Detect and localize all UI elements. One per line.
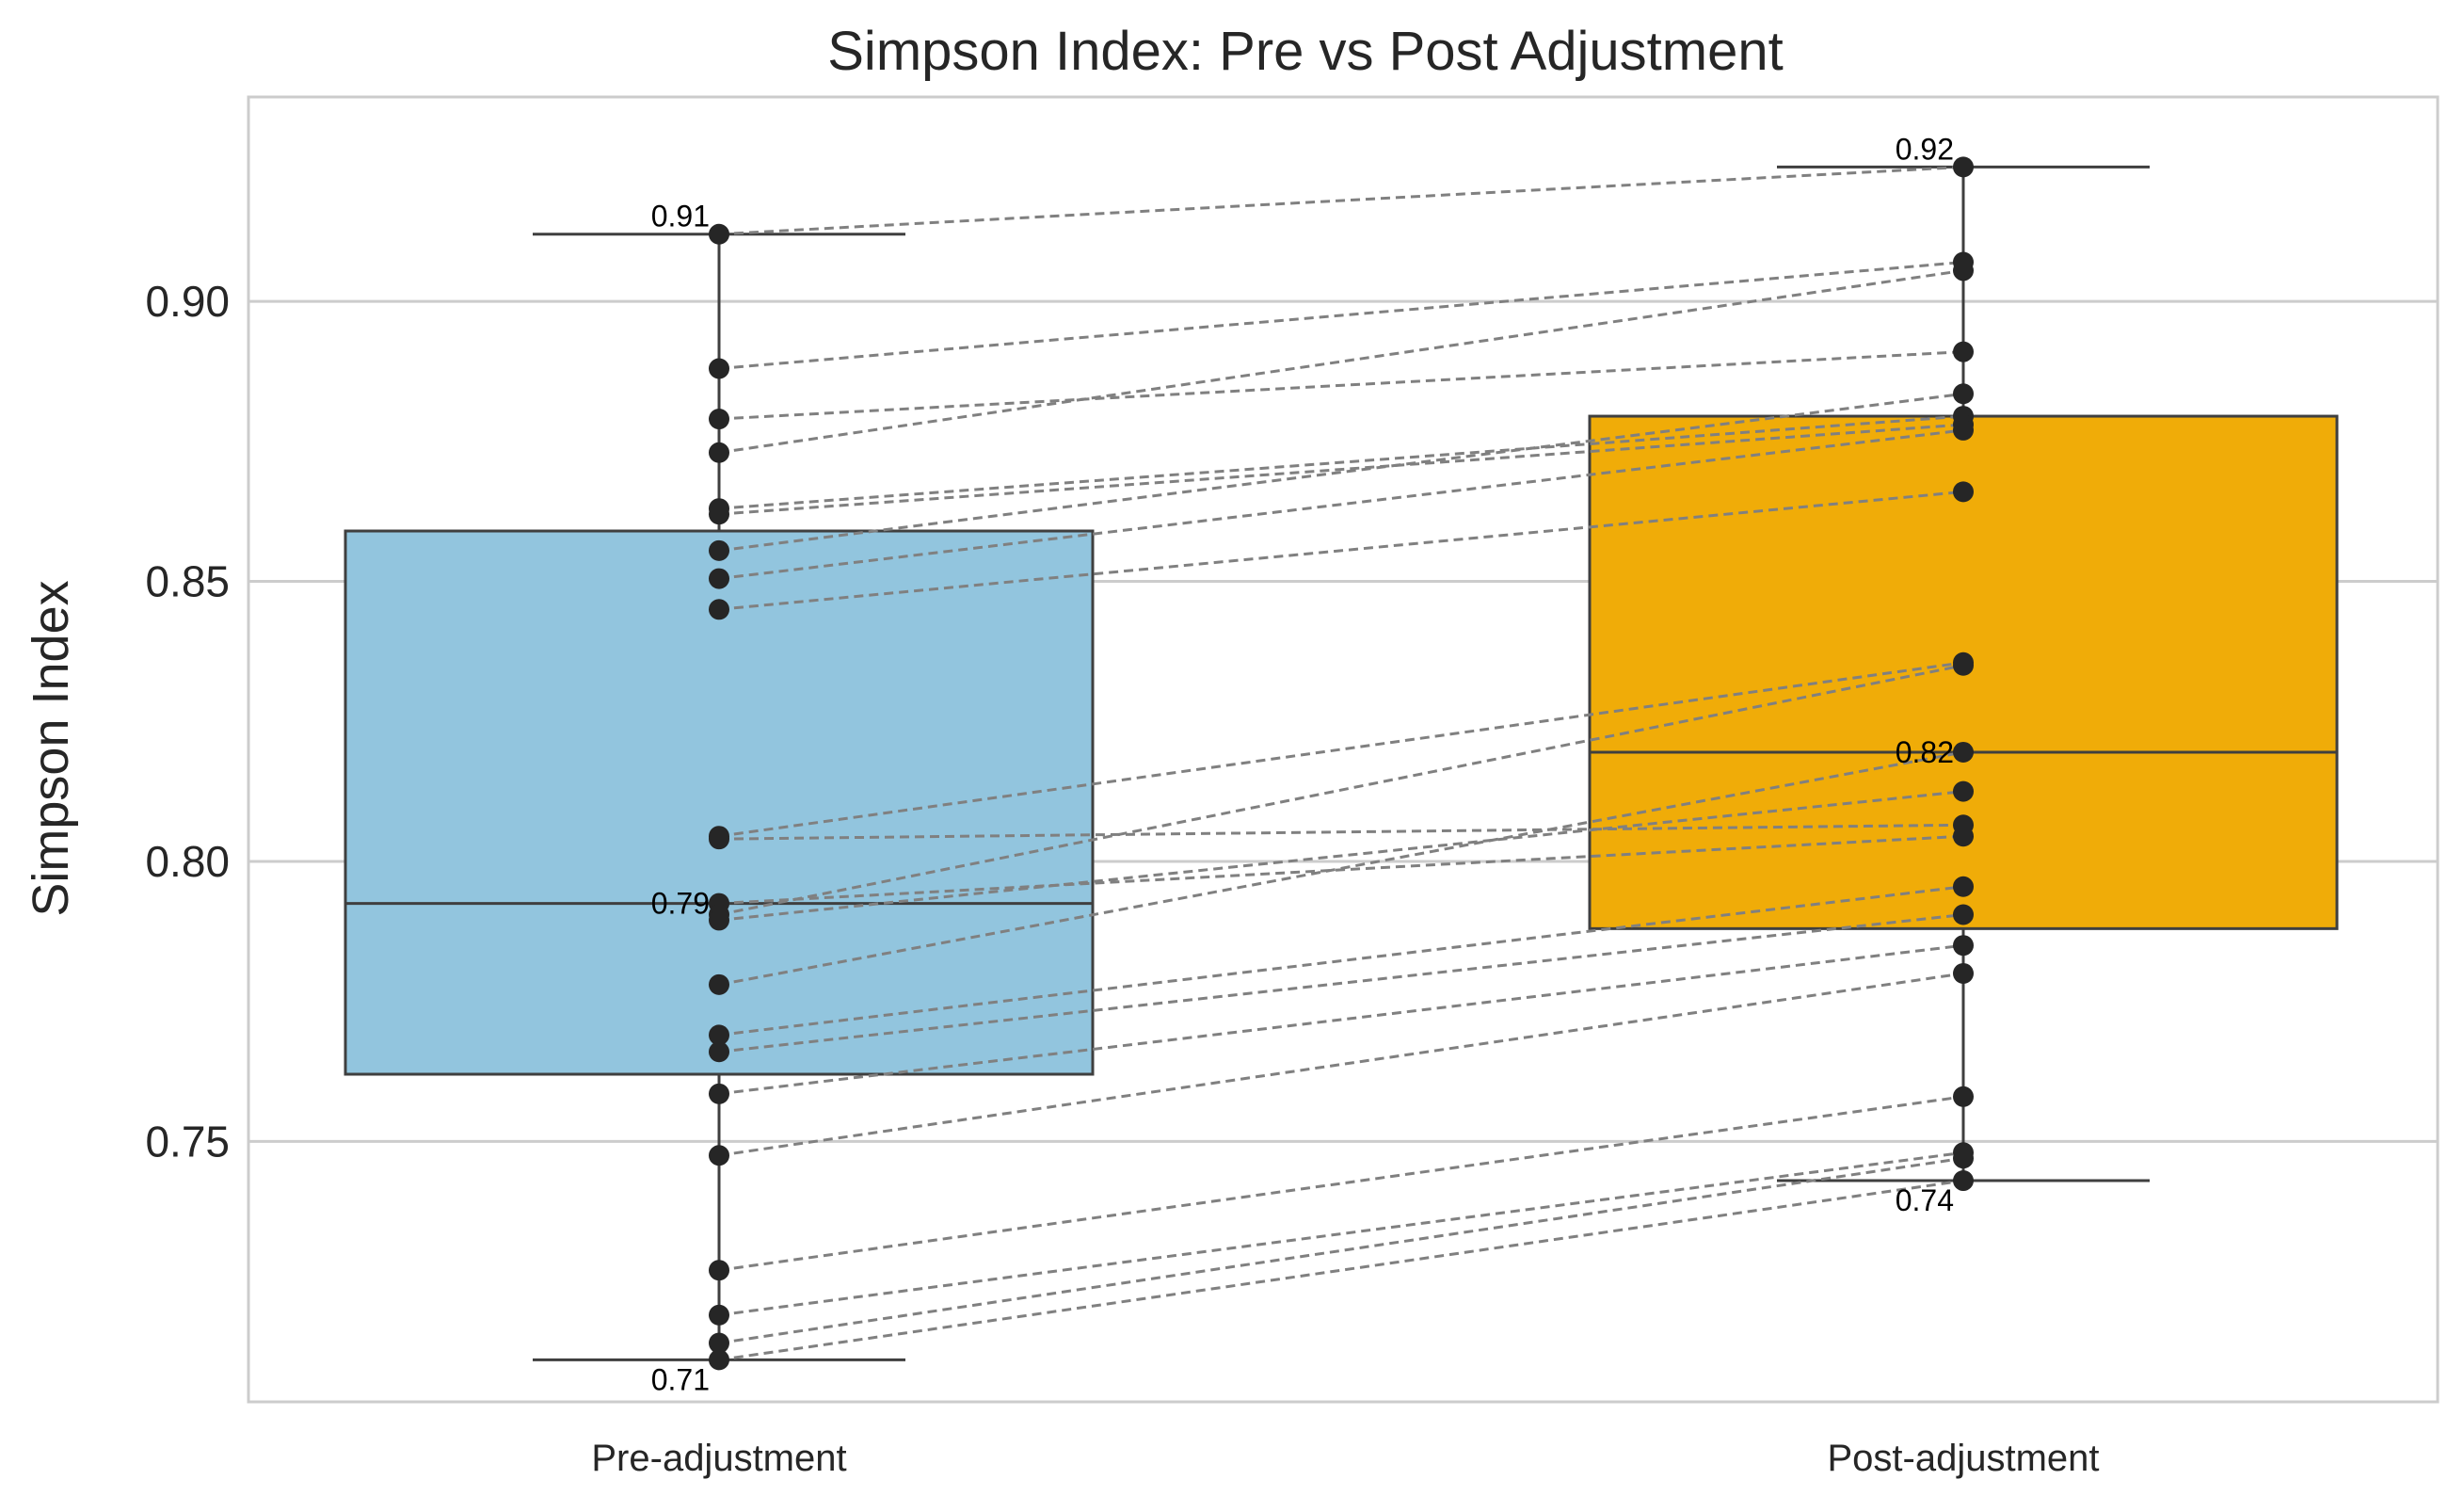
data-point (709, 1332, 729, 1354)
data-point (1953, 481, 1974, 503)
data-point (1953, 826, 1974, 847)
boxes (344, 165, 2339, 1361)
data-point (709, 1304, 729, 1326)
pair-line (718, 972, 1964, 1157)
pair-line (718, 350, 1964, 421)
pair-line (718, 260, 1964, 370)
data-point (709, 442, 729, 463)
data-point (1953, 654, 1974, 676)
pair-line (718, 1156, 1964, 1345)
annotation-median: 0.82 (1896, 735, 1954, 769)
data-point (1953, 1148, 1974, 1169)
pair-line (718, 664, 1964, 916)
x-tick-label: Post-adjustment (1827, 1438, 2099, 1479)
data-point (1953, 741, 1974, 763)
data-point (1953, 780, 1974, 802)
x-tick-labels: Pre-adjustment Post-adjustment (591, 1438, 2099, 1479)
pair-line (718, 750, 1964, 987)
pair-line (718, 912, 1964, 1054)
pair-line (718, 490, 1964, 611)
data-points (709, 156, 1974, 1371)
annotation-min: 0.74 (1896, 1183, 1954, 1217)
annotation-max: 0.92 (1896, 132, 1954, 166)
annotation-min: 0.71 (651, 1362, 710, 1396)
pair-line (718, 1179, 1964, 1361)
data-point (1953, 260, 1974, 281)
annotation-max: 0.91 (651, 200, 710, 233)
pair-line (718, 165, 1964, 236)
data-point (1953, 904, 1974, 925)
data-point (1953, 383, 1974, 405)
data-point (709, 409, 729, 430)
data-point (709, 358, 729, 379)
y-axis-label: Simpson Index (23, 580, 79, 916)
data-point (709, 1349, 729, 1371)
x-tick-label: Pre-adjustment (591, 1438, 846, 1479)
pair-line (718, 790, 1964, 922)
pair-line (718, 268, 1964, 455)
pair-line (718, 1095, 1964, 1272)
data-point (709, 1041, 729, 1063)
data-point (709, 223, 729, 245)
data-point (1953, 935, 1974, 957)
data-point (709, 1024, 729, 1046)
data-point (709, 1260, 729, 1281)
data-point (709, 1083, 729, 1104)
chart-title: Simpson Index: Pre vs Post Adjustment (827, 21, 1783, 82)
pair-line (718, 661, 1964, 838)
pair-line (718, 423, 1964, 516)
data-point (709, 1145, 729, 1166)
pair-line (718, 885, 1964, 1037)
pair-line (718, 1150, 1964, 1317)
paired-lines (718, 165, 1964, 1361)
plot-frame (247, 95, 2440, 1404)
y-tick-label: 0.75 (145, 1117, 230, 1166)
data-point (709, 828, 729, 850)
data-point (709, 539, 729, 561)
y-tick-label: 0.90 (145, 277, 230, 326)
pair-line (718, 414, 1964, 510)
pair-line (718, 428, 1964, 581)
data-point (1953, 962, 1974, 984)
pair-line (718, 943, 1964, 1096)
data-point (709, 909, 729, 931)
y-tick-label: 0.80 (145, 837, 230, 886)
data-point (709, 599, 729, 620)
data-point (1953, 1170, 1974, 1192)
data-point (1953, 876, 1974, 897)
data-point (709, 973, 729, 995)
y-tick-labels: 0.75 0.80 0.85 0.90 (145, 277, 230, 1166)
data-point (709, 568, 729, 589)
annotation-median: 0.79 (651, 887, 710, 921)
annotations: 0.91 0.79 0.71 0.92 0.82 0.74 (651, 132, 1954, 1396)
pair-line (718, 392, 1964, 553)
data-point (709, 504, 729, 525)
pair-line (718, 823, 1964, 841)
data-point (1953, 156, 1974, 178)
data-point (1953, 341, 1974, 362)
y-tick-label: 0.85 (145, 557, 230, 606)
data-point (1953, 419, 1974, 441)
data-point (1953, 1086, 1974, 1107)
